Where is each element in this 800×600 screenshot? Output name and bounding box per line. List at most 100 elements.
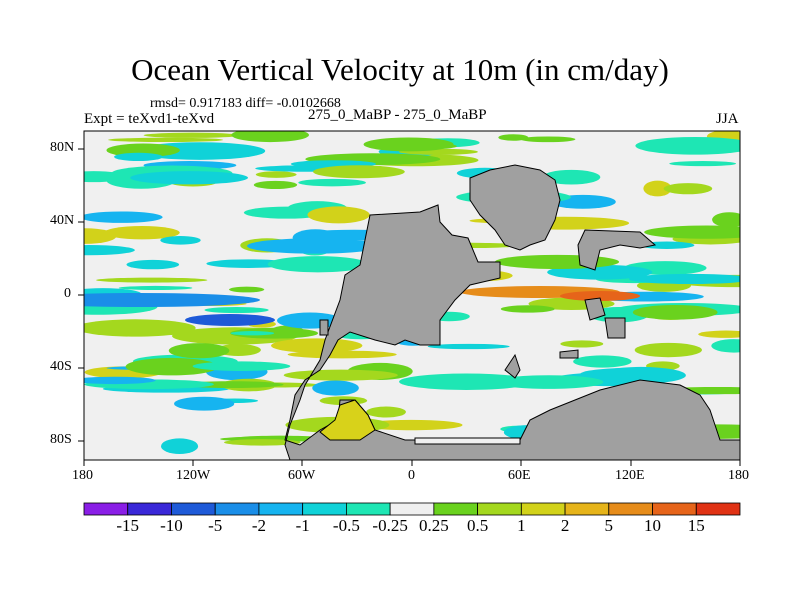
x-tick-60w: 60W <box>288 468 316 483</box>
x-tick-0: 0 <box>408 468 415 483</box>
colorbar-swatch <box>608 502 653 516</box>
y-tick-80n: 80N <box>50 140 75 155</box>
velocity-patch <box>84 228 117 244</box>
velocity-patch <box>271 338 363 353</box>
y-tick-40n: 40N <box>50 213 75 228</box>
velocity-patch <box>84 293 260 307</box>
velocity-patch <box>84 245 135 256</box>
season-label: JJA <box>716 111 739 127</box>
land-east-island-1 <box>584 297 606 321</box>
velocity-patch <box>104 225 180 240</box>
velocity-patch <box>399 373 534 390</box>
velocity-patch <box>229 286 265 293</box>
velocity-patch <box>114 152 163 162</box>
velocity-patch <box>560 291 640 301</box>
land-east-island-3 <box>559 349 579 359</box>
colorbar-label: 0.5 <box>466 516 489 535</box>
velocity-patch <box>542 169 601 185</box>
ice-shelf-strip <box>414 437 521 445</box>
velocity-patch <box>643 180 672 197</box>
y-tick-80s: 80S <box>50 432 72 447</box>
colorbar-swatch <box>171 502 216 516</box>
plot-title: Ocean Vertical Velocity at 10m (in cm/da… <box>131 52 669 87</box>
velocity-patch <box>84 211 163 223</box>
y-tick-0: 0 <box>64 286 71 301</box>
velocity-patch <box>253 180 298 189</box>
colorbar-label: -5 <box>208 516 223 535</box>
colorbar-swatch <box>345 502 391 516</box>
land-north-block <box>469 164 561 251</box>
colorbar-label: 15 <box>687 516 705 535</box>
colorbar-label: 0.25 <box>418 516 449 535</box>
x-tick-120w: 120W <box>176 468 211 483</box>
velocity-patch <box>230 331 275 336</box>
colorbar-swatch <box>214 502 260 516</box>
velocity-patch <box>130 171 248 185</box>
colorbar-label: 10 <box>644 516 662 535</box>
velocity-patch <box>494 254 620 269</box>
colorbar-swatch <box>433 502 479 516</box>
velocity-patch <box>711 339 740 353</box>
velocity-patch <box>204 306 269 314</box>
colorbar-label: -0.5 <box>332 516 360 535</box>
southern-sea <box>319 399 376 441</box>
velocity-patch <box>298 178 366 187</box>
colorbar-label: 2 <box>560 516 570 535</box>
colorbar <box>83 502 741 516</box>
colorbar-swatch <box>477 502 522 516</box>
axis-ticks <box>78 148 741 466</box>
colorbar-swatch <box>302 502 347 516</box>
colorbar-label: -2 <box>251 516 267 535</box>
land-west-island <box>319 319 329 336</box>
x-tick-60e: 60E <box>508 468 531 483</box>
velocity-patch <box>634 342 702 358</box>
center-subtitle: 275_0_MaBP - 275_0_MaBP <box>308 107 487 123</box>
x-tick-180e: 180 <box>728 468 749 483</box>
colorbar-swatch <box>520 502 566 516</box>
velocity-patch <box>498 134 529 141</box>
stats-line: rmsd= 0.917183 diff= -0.0102668 <box>150 96 341 111</box>
land-east-peninsula <box>577 229 657 271</box>
velocity-patch <box>224 439 301 446</box>
velocity-patch <box>520 136 576 143</box>
velocity-patch <box>192 361 291 371</box>
land-pangea-main <box>284 204 740 460</box>
colorbar-swatch <box>389 502 435 516</box>
velocity-patch <box>247 238 383 254</box>
velocity-patch <box>96 277 208 283</box>
velocity-patch <box>231 131 309 143</box>
colorbar-label: -15 <box>116 516 140 535</box>
velocity-patch <box>160 236 201 245</box>
x-tick-120e: 120E <box>615 468 645 483</box>
velocity-patch <box>632 304 718 320</box>
velocity-patch <box>185 314 275 326</box>
velocity-patch <box>108 137 224 143</box>
y-tick-40s: 40S <box>50 359 72 374</box>
velocity-patch <box>125 357 219 376</box>
velocity-patch <box>160 438 199 454</box>
velocity-patch <box>267 256 369 273</box>
velocity-patch <box>255 171 297 178</box>
velocity-patch <box>663 183 713 195</box>
velocity-patch <box>307 206 370 224</box>
colorbar-label: 5 <box>604 516 614 535</box>
velocity-patch <box>84 319 196 337</box>
colorbar-swatch <box>258 502 304 516</box>
velocity-patch <box>635 136 740 155</box>
colorbar-label: -0.25 <box>372 516 408 535</box>
velocity-patch <box>118 285 193 291</box>
colorbar-swatch <box>652 502 697 516</box>
velocity-patch <box>363 137 454 152</box>
velocity-patch <box>644 225 740 239</box>
velocity-patch <box>126 259 180 270</box>
velocity-patch <box>143 132 241 138</box>
velocity-patch <box>313 165 405 179</box>
velocity-patch <box>560 340 604 348</box>
colorbar-label: 1 <box>517 516 526 535</box>
velocity-patch <box>168 343 230 359</box>
land-east-island-2 <box>604 317 626 339</box>
velocity-patch <box>629 273 740 285</box>
velocity-patch <box>669 161 737 167</box>
velocity-patch <box>366 406 406 418</box>
